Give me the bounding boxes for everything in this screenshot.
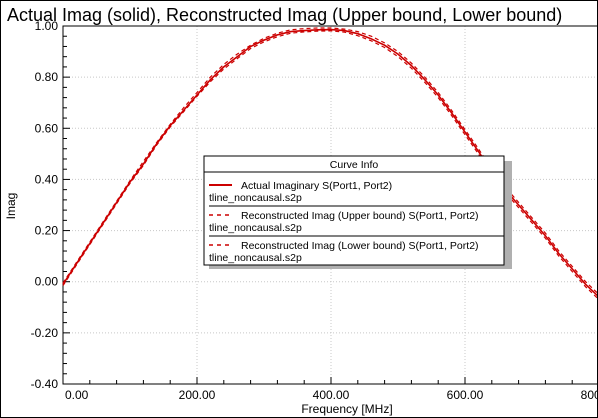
legend-title: Curve Info [330,159,379,171]
x-tick-label: 600.00 [447,388,484,402]
chart-title: Actual Imag (solid), Reconstructed Imag … [7,5,562,25]
x-tick-label: 800.00 [581,388,598,402]
legend-entry-actual-line2: tline_noncausal.s2p [209,192,302,204]
legend-entry-upper-line1: Reconstructed Imag (Upper bound) S(Port1… [241,210,479,222]
x-tick-label: 400.00 [313,388,350,402]
y-axis-ticks: -0.40 -0.20 0.00 0.20 0.40 0.60 0.80 1.00 [31,19,70,391]
x-tick-label: 0.00 [65,388,89,402]
y-tick-label: 0.80 [35,70,59,84]
y-tick-label: 0.20 [35,224,59,238]
x-axis-label: Frequency [MHz] [301,402,392,416]
y-tick-label: -0.20 [31,326,59,340]
legend-entry-upper-line2: tline_noncausal.s2p [209,222,302,234]
y-tick-label: 0.60 [35,121,59,135]
legend-entry-lower-line2: tline_noncausal.s2p [209,252,302,264]
legend-entry-actual-line1: Actual Imaginary S(Port1, Port2) [241,180,392,192]
legend[interactable]: Curve Info Actual Imaginary S(Port1, Por… [203,155,512,269]
y-axis-label: Imag [4,193,18,220]
y-tick-label: -0.40 [31,377,59,391]
y-tick-label: 0.00 [35,275,59,289]
y-tick-label: 0.40 [35,172,59,186]
legend-entry-lower-line1: Reconstructed Imag (Lower bound) S(Port1… [241,240,479,252]
x-tick-label: 200.00 [179,388,216,402]
minor-ticks [63,35,573,384]
x-axis-ticks: 0.00 200.00 400.00 600.00 800.00 [62,377,598,402]
legend-box [203,155,505,266]
y-tick-label: 1.00 [35,19,59,33]
